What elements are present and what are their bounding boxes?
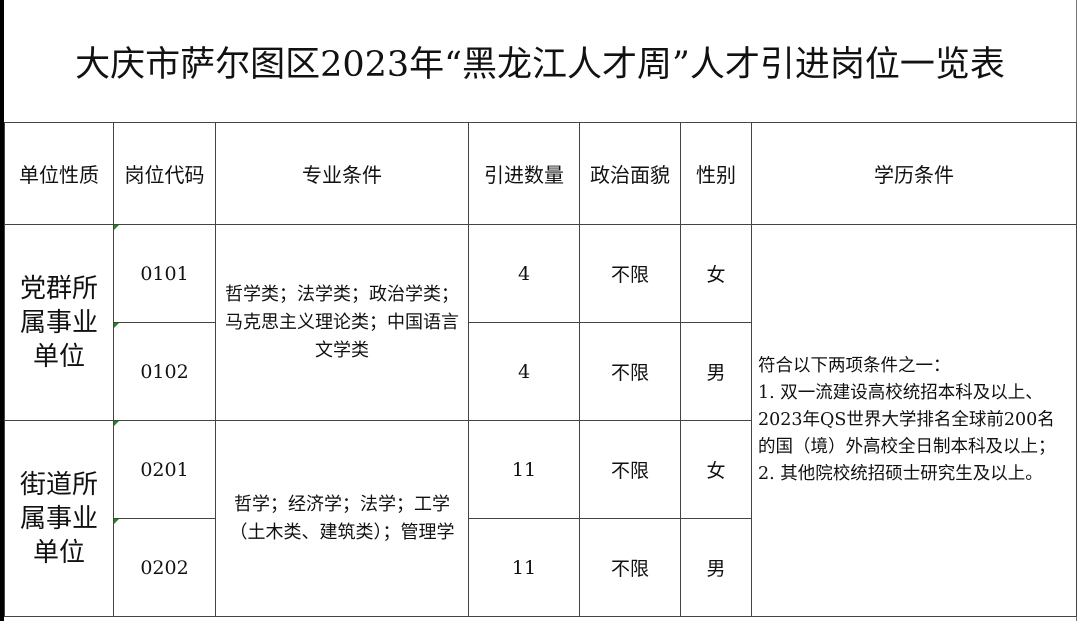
- major-cell: 哲学类；法学类；政治学类；马克思主义理论类；中国语言文学类: [215, 224, 469, 421]
- table-row: 0102 4 不限 男: [5, 322, 1077, 421]
- page-title: 大庆市萨尔图区2023年“黑龙江人才周”人才引进岗位一览表: [4, 0, 1076, 123]
- code-cell: 0102: [113, 322, 216, 421]
- table-row: 街道所属事业单位 0201 哲学；经济学；法学；工学（土木类、建筑类）；管理学 …: [4, 420, 1077, 617]
- political-cell: 不限: [579, 420, 681, 519]
- table-row: 党群所属事业单位 0101 哲学类；法学类；政治学类；马克思主义理论类；中国语言…: [4, 224, 1077, 617]
- count-cell: 4: [468, 224, 580, 323]
- gender-cell: 女: [680, 420, 752, 519]
- education-cell: 符合以下两项条件之一： 1. 双一流建设高校统招本科及以上、2023年QS世界大…: [751, 224, 1077, 617]
- header-major: 专业条件: [215, 122, 469, 225]
- header-political: 政治面貌: [579, 122, 681, 225]
- header-education: 学历条件: [751, 122, 1077, 225]
- unit-cell: 党群所属事业单位: [4, 224, 114, 421]
- major-cell: 哲学；经济学；法学；工学（土木类、建筑类）；管理学: [215, 420, 469, 617]
- count-cell: 11: [468, 420, 580, 519]
- header-count: 引进数量: [468, 122, 580, 225]
- count-cell: 4: [468, 322, 580, 421]
- unit-cell: 街道所属事业单位: [4, 420, 114, 617]
- political-cell: 不限: [579, 518, 681, 617]
- header-code: 岗位代码: [113, 122, 216, 225]
- code-cell: 0101: [113, 224, 216, 323]
- positions-table: 单位性质 岗位代码 专业条件 引进数量 政治面貌 性别 学历条件 党群所属事业单…: [4, 122, 1077, 617]
- count-cell: 11: [468, 518, 580, 617]
- political-cell: 不限: [579, 224, 681, 323]
- gender-cell: 女: [680, 224, 752, 323]
- header-gender: 性别: [680, 122, 752, 225]
- political-cell: 不限: [579, 322, 681, 421]
- header-row: 单位性质 岗位代码 专业条件 引进数量 政治面貌 性别 学历条件: [4, 122, 1077, 225]
- header-unit: 单位性质: [4, 122, 114, 225]
- gender-cell: 男: [680, 518, 752, 617]
- table-row: 0202 11 不限 男: [5, 518, 1077, 617]
- code-cell: 0202: [113, 518, 216, 617]
- code-cell: 0201: [113, 420, 216, 519]
- gender-cell: 男: [680, 322, 752, 421]
